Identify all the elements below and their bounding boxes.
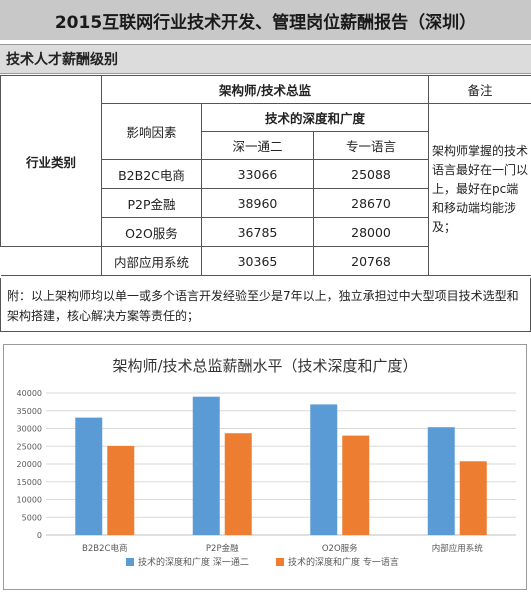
x-tick-label: O2O服务 — [322, 543, 358, 554]
x-tick-label: P2P金融 — [206, 543, 239, 554]
table-row: 内部应用系统 30365 20768 — [0, 246, 531, 276]
y-tick-label: 40000 — [17, 389, 42, 398]
table-row: O2O服务 36785 28000 — [1, 217, 531, 247]
footnote: 附：以上架构师均以单一或多个语言开发经验至少是7年以上，独立承担过中大型项目技术… — [0, 278, 531, 332]
legend-swatch — [126, 558, 134, 566]
spacer-cell — [0, 246, 102, 276]
row-value: 28000 — [312, 217, 430, 247]
x-tick-label: B2B2C电商 — [82, 543, 127, 554]
row-value: 36785 — [201, 217, 314, 247]
remarks-text: 架构师掌握的技术语言最好在一门以上，最好在pc端和移动端均能涉及； — [428, 103, 531, 276]
y-tick-label: 10000 — [17, 496, 42, 505]
report-title: 2015互联网行业技术开发、管理岗位薪酬报告（深圳） — [0, 0, 531, 40]
x-tick-label: 内部应用系统 — [432, 543, 484, 554]
y-tick-label: 20000 — [17, 460, 42, 469]
table-row: B2B2C电商 33066 25088 — [1, 159, 531, 189]
y-tick-label: 35000 — [17, 407, 42, 416]
y-tick-label: 0 — [37, 531, 42, 540]
row-value: 28670 — [312, 188, 430, 218]
remarks-header: 备注 — [428, 75, 531, 104]
y-tick-label: 5000 — [22, 513, 42, 522]
bar-chart: 架构师/技术总监薪酬水平（技术深度和广度） 0 5000 10000 15000 200… — [3, 344, 527, 590]
table-row: P2P金融 38960 28670 — [1, 188, 531, 218]
industry-label-cell: 行业类别 — [0, 75, 102, 247]
chart-plot: 0 5000 10000 15000 20000 25000 30000 35000 40000… — [17, 389, 516, 568]
chart-title: 架构师/技术总监薪酬水平（技术深度和广度） — [112, 357, 418, 375]
row-value: 30365 — [201, 246, 314, 276]
column-header-1: 深一通二 — [201, 131, 314, 160]
row-industry: O2O服务 — [101, 217, 202, 247]
row-industry: 内部应用系统 — [101, 246, 202, 276]
y-tick-label: 30000 — [17, 425, 42, 434]
legend-label: 技术的深度和广度 专一语言 — [288, 556, 399, 568]
row-value: 25088 — [312, 159, 430, 189]
bar — [342, 435, 370, 535]
y-tick-label: 25000 — [17, 442, 42, 451]
role-header: 架构师/技术总监 — [100, 75, 430, 104]
legend-label: 技术的深度和广度 深一通二 — [138, 556, 249, 568]
bar — [427, 427, 455, 535]
row-value: 38960 — [201, 188, 314, 218]
factor-header: 影响因素 — [101, 103, 202, 160]
column-header-2: 专一语言 — [312, 131, 430, 160]
bar — [192, 396, 220, 535]
row-industry: B2B2C电商 — [101, 159, 202, 189]
bar — [310, 404, 338, 535]
section-title: 技术人才薪酬级别 — [0, 44, 531, 74]
bar — [224, 433, 252, 535]
legend-swatch — [276, 558, 284, 566]
row-value: 20768 — [312, 246, 430, 276]
bar — [459, 461, 487, 535]
row-industry: P2P金融 — [101, 188, 202, 218]
bar — [75, 417, 103, 535]
dimension-header: 技术的深度和广度 — [200, 103, 430, 132]
row-value: 33066 — [201, 159, 314, 189]
salary-table: 行业类别 架构师/技术总监 备注 影响因素 技术的深度和广度 架构师掌握的技术语… — [0, 75, 531, 276]
industry-label: 行业类别 — [25, 154, 76, 170]
bar — [107, 445, 135, 535]
y-tick-label: 15000 — [17, 478, 42, 487]
